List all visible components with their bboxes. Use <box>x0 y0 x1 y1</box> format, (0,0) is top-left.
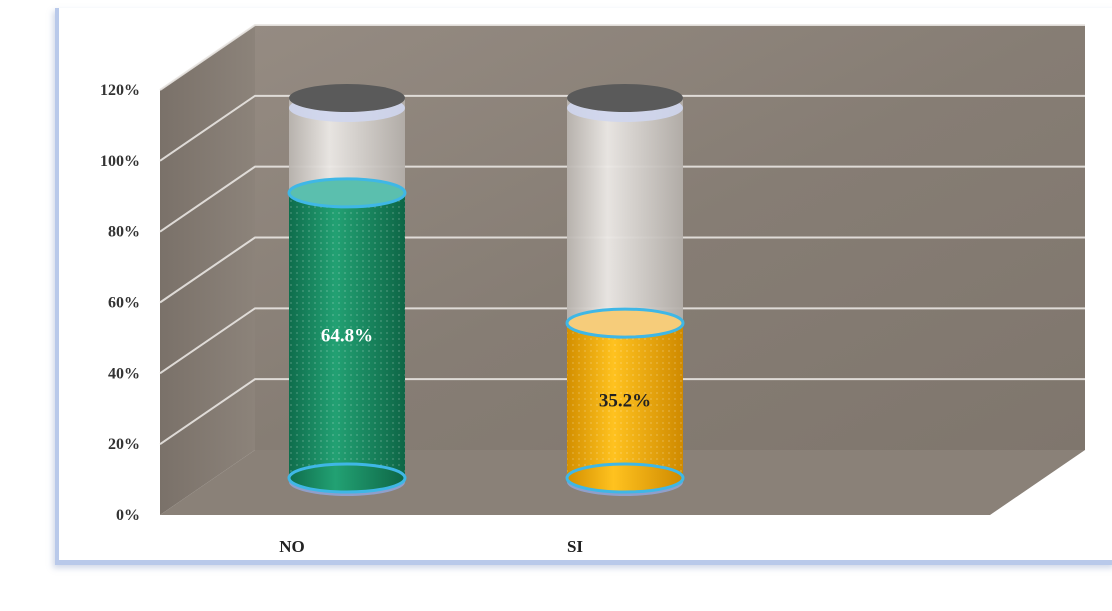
x-axis-categories: NO SI <box>279 537 583 556</box>
y-tick-label: 100% <box>100 153 140 170</box>
bar-no: 64.8% <box>287 84 407 496</box>
y-tick-label: 80% <box>108 224 140 241</box>
y-axis-ticks: 0% 20% 40% 60% 80% 100% 120% <box>100 82 140 524</box>
gridlines <box>159 24 1085 445</box>
data-label: 64.8% <box>321 325 373 346</box>
y-tick-label: 60% <box>108 295 140 312</box>
y-tick-label: 40% <box>108 365 140 382</box>
gridline <box>159 307 1085 375</box>
y-tick-label: 20% <box>108 436 140 453</box>
data-label: 35.2% <box>599 391 651 412</box>
gridline <box>159 378 1085 445</box>
x-category-label: NO <box>279 537 305 556</box>
gridline <box>159 165 1085 233</box>
gridline <box>159 94 1085 162</box>
x-category-label: SI <box>567 537 583 556</box>
y-tick-label: 0% <box>116 507 140 524</box>
bar-si: 35.2% <box>565 84 685 496</box>
gridline <box>159 24 1085 91</box>
gridline <box>159 236 1085 304</box>
bars: 64.8% 35.2% <box>287 84 685 496</box>
y-tick-label: 120% <box>100 82 140 99</box>
